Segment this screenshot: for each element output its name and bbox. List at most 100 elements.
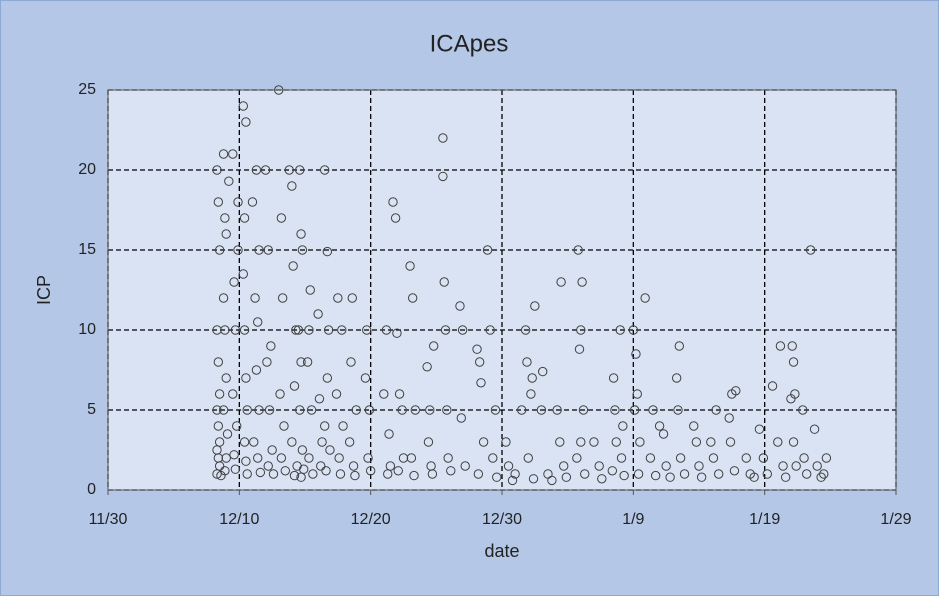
point [673,405,683,415]
point [422,362,432,372]
point [306,405,317,415]
point [266,341,276,351]
point [665,472,675,482]
point [460,461,470,471]
point [607,466,618,476]
point [320,421,330,431]
point [694,461,704,471]
point [780,472,791,482]
point [522,357,532,367]
point [218,405,229,415]
point [221,229,231,239]
point [279,421,289,431]
point [787,341,797,351]
point [809,424,820,434]
point [611,437,621,447]
point [628,325,639,335]
point [741,453,751,463]
point [334,453,344,463]
point [393,466,403,476]
point [456,413,466,423]
point [520,325,531,335]
point [313,309,323,319]
point [388,197,398,207]
point [338,421,348,431]
point [295,405,305,415]
point [213,421,224,431]
point [671,373,682,383]
point [280,466,290,476]
point [577,277,587,287]
point [293,325,304,335]
point [492,472,502,482]
point [333,293,343,303]
point [679,469,690,479]
x-tick-label: 11/30 [89,511,128,528]
point [527,373,537,383]
point [816,472,826,482]
point [390,213,401,223]
point [251,365,262,375]
point [731,386,741,396]
point [241,373,251,383]
point [346,357,356,367]
point [331,389,342,399]
point [488,453,498,463]
point [472,344,482,354]
point [406,453,417,463]
point [284,165,294,175]
point [212,469,222,479]
point [305,285,315,295]
point [365,466,376,476]
point [351,405,361,415]
point [640,293,650,303]
point [503,461,514,471]
point [658,429,669,439]
point [296,472,306,482]
point [410,405,421,415]
x-tick-label: 12/30 [482,511,522,528]
point [706,437,716,447]
point [212,165,222,175]
point [427,469,438,479]
point [478,437,489,447]
point [523,453,533,463]
point [440,325,451,335]
point [232,421,242,431]
x-tick-label: 1/19 [749,511,780,528]
point [249,437,259,447]
x-tick-label: 12/20 [351,511,391,528]
point [691,437,702,447]
point [308,469,318,479]
point [675,453,686,463]
point [654,421,665,431]
point [425,405,435,415]
point [799,453,809,463]
point [350,470,360,481]
point [317,437,327,447]
point [218,149,229,159]
point [786,394,796,404]
y-tick-label: 25 [78,81,96,98]
point [287,181,297,191]
y-tick-label: 5 [87,401,96,418]
point [220,325,230,335]
point [221,453,231,463]
point [322,246,333,257]
point [344,437,355,447]
x-axis-title: date [484,541,519,561]
point [213,357,224,367]
point [224,176,234,186]
point [253,453,263,463]
point [528,474,539,484]
point [555,437,565,447]
point [325,445,335,455]
point [221,373,231,383]
point [288,261,298,271]
point [429,341,439,351]
point [689,421,699,431]
point [773,437,783,447]
point [619,470,629,481]
point [250,293,260,303]
